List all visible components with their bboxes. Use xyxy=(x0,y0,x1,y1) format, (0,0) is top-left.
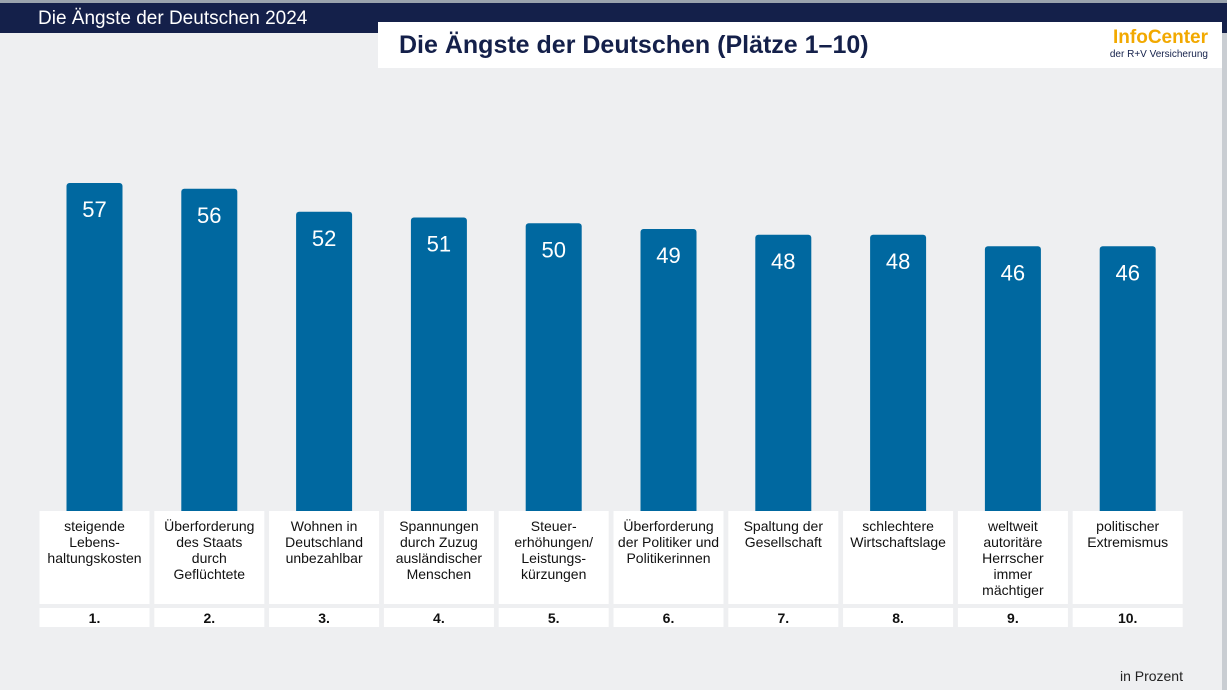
category-label: erhöhungen/ xyxy=(514,534,593,550)
category-label: der Politiker und xyxy=(618,534,719,550)
bar xyxy=(525,223,582,515)
category-label: steigende xyxy=(64,518,125,534)
infocenter-logo: InfoCenter der R+V Versicherung xyxy=(1110,27,1208,61)
rank-label: 9. xyxy=(1007,610,1019,626)
unit-footnote: in Prozent xyxy=(1119,668,1183,684)
category-label: durch xyxy=(192,550,227,566)
category-label-box xyxy=(154,511,265,604)
rank-box xyxy=(383,608,494,627)
category-label: Steuer- xyxy=(531,518,577,534)
rank-box xyxy=(39,608,150,627)
category-label: mächtiger xyxy=(982,582,1044,598)
category-label: Lebens- xyxy=(69,534,120,550)
category-label: durch Zuzug xyxy=(400,534,478,550)
category-label: autoritäre xyxy=(983,534,1042,550)
bar xyxy=(410,217,467,516)
bar-value-label: 48 xyxy=(886,249,910,274)
bar xyxy=(755,234,812,515)
category-label-box xyxy=(269,511,380,604)
category-label: weltweit xyxy=(987,518,1038,534)
category-label-box xyxy=(39,511,150,604)
chart-title: Die Ängste der Deutschen (Plätze 1–10) xyxy=(399,31,869,59)
rank-label: 5. xyxy=(548,610,560,626)
category-label: Herrscher xyxy=(982,550,1044,566)
bar xyxy=(181,188,238,515)
rank-box xyxy=(269,608,380,627)
bar xyxy=(870,234,927,515)
rank-box xyxy=(843,608,954,627)
bar-value-label: 48 xyxy=(771,249,795,274)
bar-value-label: 52 xyxy=(312,226,336,251)
category-label: Geflüchtete xyxy=(173,566,245,582)
bar-value-label: 51 xyxy=(427,232,451,257)
bar-value-label: 46 xyxy=(1001,260,1025,285)
category-label: Gesellschaft xyxy=(745,534,822,550)
category-label: Menschen xyxy=(407,566,472,582)
rank-label: 2. xyxy=(203,610,215,626)
top-border xyxy=(0,0,1227,3)
category-label: politischer xyxy=(1096,518,1159,534)
category-label: Spannungen xyxy=(399,518,478,534)
bar-value-label: 50 xyxy=(541,237,565,262)
category-label: Leistungs- xyxy=(521,550,586,566)
category-label: Deutschland xyxy=(285,534,363,550)
category-label: kürzungen xyxy=(521,566,586,582)
header-label: Die Ängste der Deutschen 2024 xyxy=(38,8,308,29)
rank-box xyxy=(498,608,609,627)
category-label: immer xyxy=(993,566,1032,582)
rank-box xyxy=(613,608,724,627)
rank-label: 1. xyxy=(89,610,101,626)
rank-label: 4. xyxy=(433,610,445,626)
category-label-box xyxy=(498,511,609,604)
category-label: unbezahlbar xyxy=(286,550,363,566)
rank-box xyxy=(957,608,1068,627)
category-label: Spaltung der xyxy=(744,518,824,534)
rank-label: 7. xyxy=(777,610,789,626)
bar-value-label: 46 xyxy=(1115,260,1139,285)
bar xyxy=(1099,246,1156,515)
category-label: Wirtschaftslage xyxy=(850,534,946,550)
bar-value-label: 49 xyxy=(656,243,680,268)
bar-value-label: 56 xyxy=(197,203,221,228)
category-label-box xyxy=(843,511,954,604)
category-label: Überforderung xyxy=(164,517,254,534)
right-edge xyxy=(1222,33,1227,690)
logo-sub-text: der R+V Versicherung xyxy=(1109,49,1208,60)
category-label: Wohnen in xyxy=(291,518,358,534)
category-label: Überforderung xyxy=(623,517,713,534)
bar xyxy=(66,183,123,515)
title-panel: Die Ängste der Deutschen (Plätze 1–10) I… xyxy=(378,22,1222,68)
category-label: haltungskosten xyxy=(47,550,141,566)
rank-box xyxy=(154,608,265,627)
category-label-box xyxy=(383,511,494,604)
category-label-box xyxy=(957,511,1068,604)
category-label: schlechtere xyxy=(862,518,934,534)
rank-label: 6. xyxy=(663,610,675,626)
category-label-box xyxy=(1072,511,1183,604)
bar xyxy=(984,246,1041,515)
category-label-box xyxy=(613,511,724,604)
rank-label: 8. xyxy=(892,610,904,626)
rank-label: 10. xyxy=(1118,610,1137,626)
rank-box xyxy=(1072,608,1183,627)
rank-box xyxy=(728,608,839,627)
category-label: Politikerinnen xyxy=(626,550,710,566)
rank-label: 3. xyxy=(318,610,330,626)
bar-value-label: 57 xyxy=(82,197,106,222)
category-label: ausländischer xyxy=(396,550,483,566)
category-label-box xyxy=(728,511,839,604)
logo-main-text: InfoCenter xyxy=(1113,27,1208,48)
category-label: Extremismus xyxy=(1087,534,1168,550)
bar xyxy=(640,229,697,515)
category-label: des Staats xyxy=(176,534,242,550)
bar xyxy=(296,211,353,516)
